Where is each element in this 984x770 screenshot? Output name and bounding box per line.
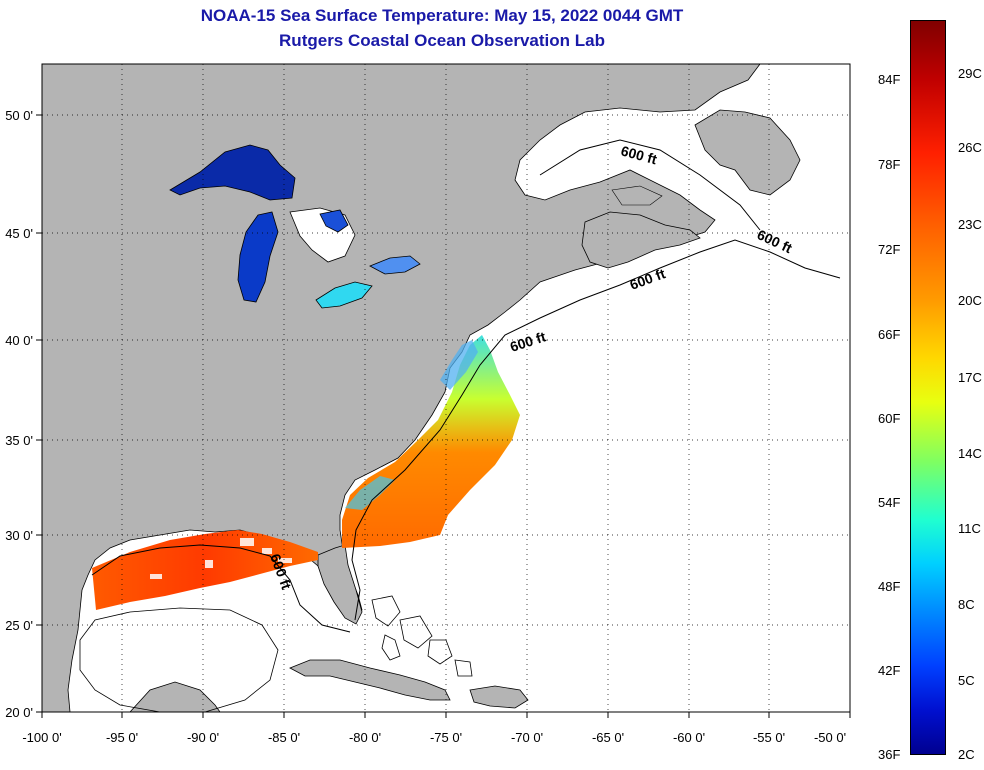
newfoundland-land (694, 109, 801, 196)
nova-scotia-land (581, 211, 701, 269)
great-lakes (169, 144, 421, 309)
colorbar-label-42f: 42F (878, 663, 901, 678)
colorbar-label-72f: 72F (878, 242, 901, 257)
nearshore-cool-water (345, 476, 395, 510)
lon-label-70: -70 0' (511, 730, 543, 745)
colorbar-label-54f: 54F (878, 495, 901, 510)
east-coast-sst-swath (342, 335, 520, 548)
colorbar-label-78f: 78F (878, 157, 901, 172)
lat-label-50: 50 0' (5, 108, 33, 123)
mid-atlantic-cool-water (440, 340, 478, 390)
lon-label-100: -100 0' (22, 730, 61, 745)
lon-label-80: -80 0' (349, 730, 381, 745)
lat-label-25: 25 0' (5, 618, 33, 633)
lon-label-75: -75 0' (430, 730, 462, 745)
colorbar-label-48f: 48F (878, 579, 901, 594)
colorbar-label-14c: 14C (958, 446, 982, 461)
cuba-land (289, 659, 451, 701)
lon-label-90: -90 0' (187, 730, 219, 745)
lake-ontario (369, 255, 421, 275)
lake-huron-north (319, 209, 349, 233)
lat-label-35: 35 0' (5, 433, 33, 448)
lon-label-65: -65 0' (592, 730, 624, 745)
lon-label-50: -50 0' (814, 730, 846, 745)
colorbar-label-23c: 23C (958, 217, 982, 232)
temperature-colorbar (910, 20, 946, 755)
pei-land (611, 185, 663, 206)
map-subtitle: Rutgers Coastal Ocean Observation Lab (279, 31, 605, 50)
latitude-labels: 50 0' 45 0' 40 0' 35 0' 30 0' 25 0' 20 0… (5, 108, 33, 720)
lat-label-30: 30 0' (5, 528, 33, 543)
lat-label-40: 40 0' (5, 333, 33, 348)
colorbar-label-20c: 20C (958, 293, 982, 308)
colorbar-label-17c: 17C (958, 370, 982, 385)
colorbar-label-8c: 8C (958, 597, 975, 612)
yucatan-land (129, 681, 221, 712)
colorbar-label-66f: 66F (878, 327, 901, 342)
tick-marks (36, 114, 851, 718)
colorbar-label-29c: 29C (958, 66, 982, 81)
colorbar-label-2c: 2C (958, 747, 975, 762)
north-america-land (42, 64, 761, 712)
colorbar-label-26c: 26C (958, 140, 982, 155)
lake-michigan (237, 211, 279, 303)
graticule (42, 64, 850, 712)
colorbar-label-84f: 84F (878, 72, 901, 87)
colorbar-label-11c: 11C (958, 521, 981, 536)
colorbar-label-5c: 5C (958, 673, 975, 688)
map-title: NOAA-15 Sea Surface Temperature: May 15,… (200, 6, 684, 25)
lon-label-55: -55 0' (753, 730, 785, 745)
gulf-sst-gaps (150, 538, 292, 579)
colorbar-label-36f: 36F (878, 747, 901, 762)
colorbar-label-60f: 60F (878, 411, 901, 426)
lon-label-60: -60 0' (673, 730, 705, 745)
hispaniola-land (469, 685, 529, 709)
isobath-600ft (91, 139, 841, 633)
lat-label-45: 45 0' (5, 226, 33, 241)
longitude-labels: -100 0' -95 0' -90 0' -85 0' -80 0' -75 … (22, 730, 846, 745)
lon-label-85: -85 0' (268, 730, 300, 745)
lon-label-95: -95 0' (106, 730, 138, 745)
lake-superior (169, 144, 296, 201)
lake-erie (315, 281, 373, 309)
lat-label-20: 20 0' (5, 705, 33, 720)
gulf-basin-contour (79, 607, 279, 712)
